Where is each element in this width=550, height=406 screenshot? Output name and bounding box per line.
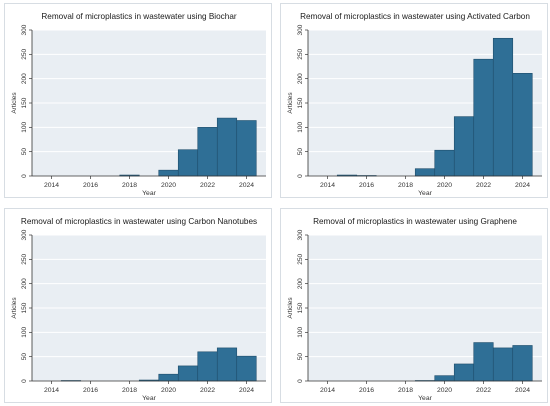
x-tick-label: 2020 (161, 387, 176, 394)
chart-title: Removal of microplastics in wastewater u… (21, 217, 257, 226)
x-axis-label: Year (418, 190, 432, 197)
bar (158, 373, 179, 382)
y-tick-label: 50 (21, 148, 28, 156)
bar (453, 363, 475, 382)
y-tick-label: 300 (297, 24, 304, 35)
bar (492, 37, 514, 177)
x-tick-label: 2024 (239, 387, 254, 394)
bar (197, 351, 218, 382)
bar (236, 355, 257, 382)
chart-title: Removal of microplastics in wastewater u… (300, 12, 530, 21)
y-tick-label: 200 (21, 73, 28, 84)
chart-panel-carbon-nanotubes: Removal of microplastics in wastewater u… (4, 208, 272, 403)
bar (453, 116, 475, 177)
x-tick-label: 2016 (83, 182, 98, 189)
x-tick-label: 2022 (200, 387, 215, 394)
y-axis-label: Articles (287, 297, 294, 319)
y-tick-label: 100 (21, 327, 28, 338)
y-tick-label: 0 (297, 379, 304, 383)
x-tick-label: 2022 (476, 182, 491, 189)
chart-panel-activated-carbon: Removal of microplastics in wastewater u… (280, 3, 548, 198)
x-tick-label: 2014 (44, 387, 59, 394)
y-tick-label: 50 (297, 148, 304, 156)
y-tick-label: 50 (297, 353, 304, 361)
bar (177, 365, 199, 382)
x-tick-label: 2018 (398, 387, 413, 394)
x-tick-label: 2016 (359, 387, 374, 394)
y-tick-label: 100 (297, 122, 304, 133)
x-tick-label: 2020 (161, 182, 176, 189)
x-tick-label: 2022 (476, 387, 491, 394)
y-tick-label: 0 (21, 379, 28, 383)
chart-panel-graphene: Removal of microplastics in wastewater u… (280, 208, 548, 403)
y-tick-label: 200 (297, 73, 304, 84)
x-tick-label: 2014 (44, 182, 59, 189)
y-axis-label: Articles (11, 297, 18, 319)
x-axis-label: Year (142, 190, 156, 197)
y-tick-label: 300 (21, 24, 28, 35)
bar (512, 73, 533, 177)
y-tick-label: 0 (297, 174, 304, 178)
x-axis-label: Year (142, 395, 156, 402)
y-tick-label: 250 (297, 254, 304, 265)
bar (197, 127, 218, 177)
bar-chart: Removal of microplastics in wastewater u… (287, 12, 542, 197)
bar (473, 342, 494, 382)
chart-title: Removal of microplastics in wastewater u… (313, 217, 517, 226)
bar (414, 168, 436, 177)
bar (158, 169, 179, 177)
y-tick-label: 200 (21, 278, 28, 289)
x-tick-label: 2018 (398, 182, 413, 189)
chart-title: Removal of microplastics in wastewater u… (41, 12, 236, 21)
y-axis-label: Articles (287, 92, 294, 114)
x-tick-label: 2022 (200, 182, 215, 189)
bar (434, 149, 455, 177)
bar-chart: Removal of microplastics in wastewater u… (11, 217, 266, 402)
y-tick-label: 100 (21, 122, 28, 133)
bar (216, 117, 238, 177)
y-tick-label: 300 (21, 229, 28, 240)
y-tick-label: 150 (297, 302, 304, 313)
x-tick-label: 2024 (239, 182, 254, 189)
y-tick-label: 150 (21, 302, 28, 313)
x-tick-label: 2024 (515, 182, 530, 189)
y-tick-label: 150 (297, 97, 304, 108)
bar (473, 58, 494, 177)
y-tick-label: 300 (297, 229, 304, 240)
x-axis-label: Year (418, 395, 432, 402)
bar (216, 347, 238, 382)
y-tick-label: 200 (297, 278, 304, 289)
y-tick-label: 250 (21, 49, 28, 60)
y-tick-label: 0 (21, 174, 28, 178)
x-tick-label: 2020 (437, 182, 452, 189)
bar-chart: Removal of microplastics in wastewater u… (287, 217, 542, 402)
bar (177, 149, 199, 177)
bar (492, 347, 514, 382)
x-tick-label: 2014 (320, 182, 335, 189)
bar-chart: Removal of microplastics in wastewater u… (11, 12, 266, 197)
y-tick-label: 50 (21, 353, 28, 361)
y-tick-label: 100 (297, 327, 304, 338)
y-tick-label: 250 (297, 49, 304, 60)
x-tick-label: 2020 (437, 387, 452, 394)
bar (434, 375, 455, 382)
x-tick-label: 2018 (122, 182, 137, 189)
x-tick-label: 2016 (83, 387, 98, 394)
x-tick-label: 2014 (320, 387, 335, 394)
bar (512, 345, 533, 382)
x-tick-label: 2018 (122, 387, 137, 394)
bar (236, 120, 257, 177)
y-axis-label: Articles (11, 92, 18, 114)
y-tick-label: 250 (21, 254, 28, 265)
x-tick-label: 2016 (359, 182, 374, 189)
x-tick-label: 2024 (515, 387, 530, 394)
chart-panel-biochar: Removal of microplastics in wastewater u… (4, 3, 272, 198)
y-tick-label: 150 (21, 97, 28, 108)
